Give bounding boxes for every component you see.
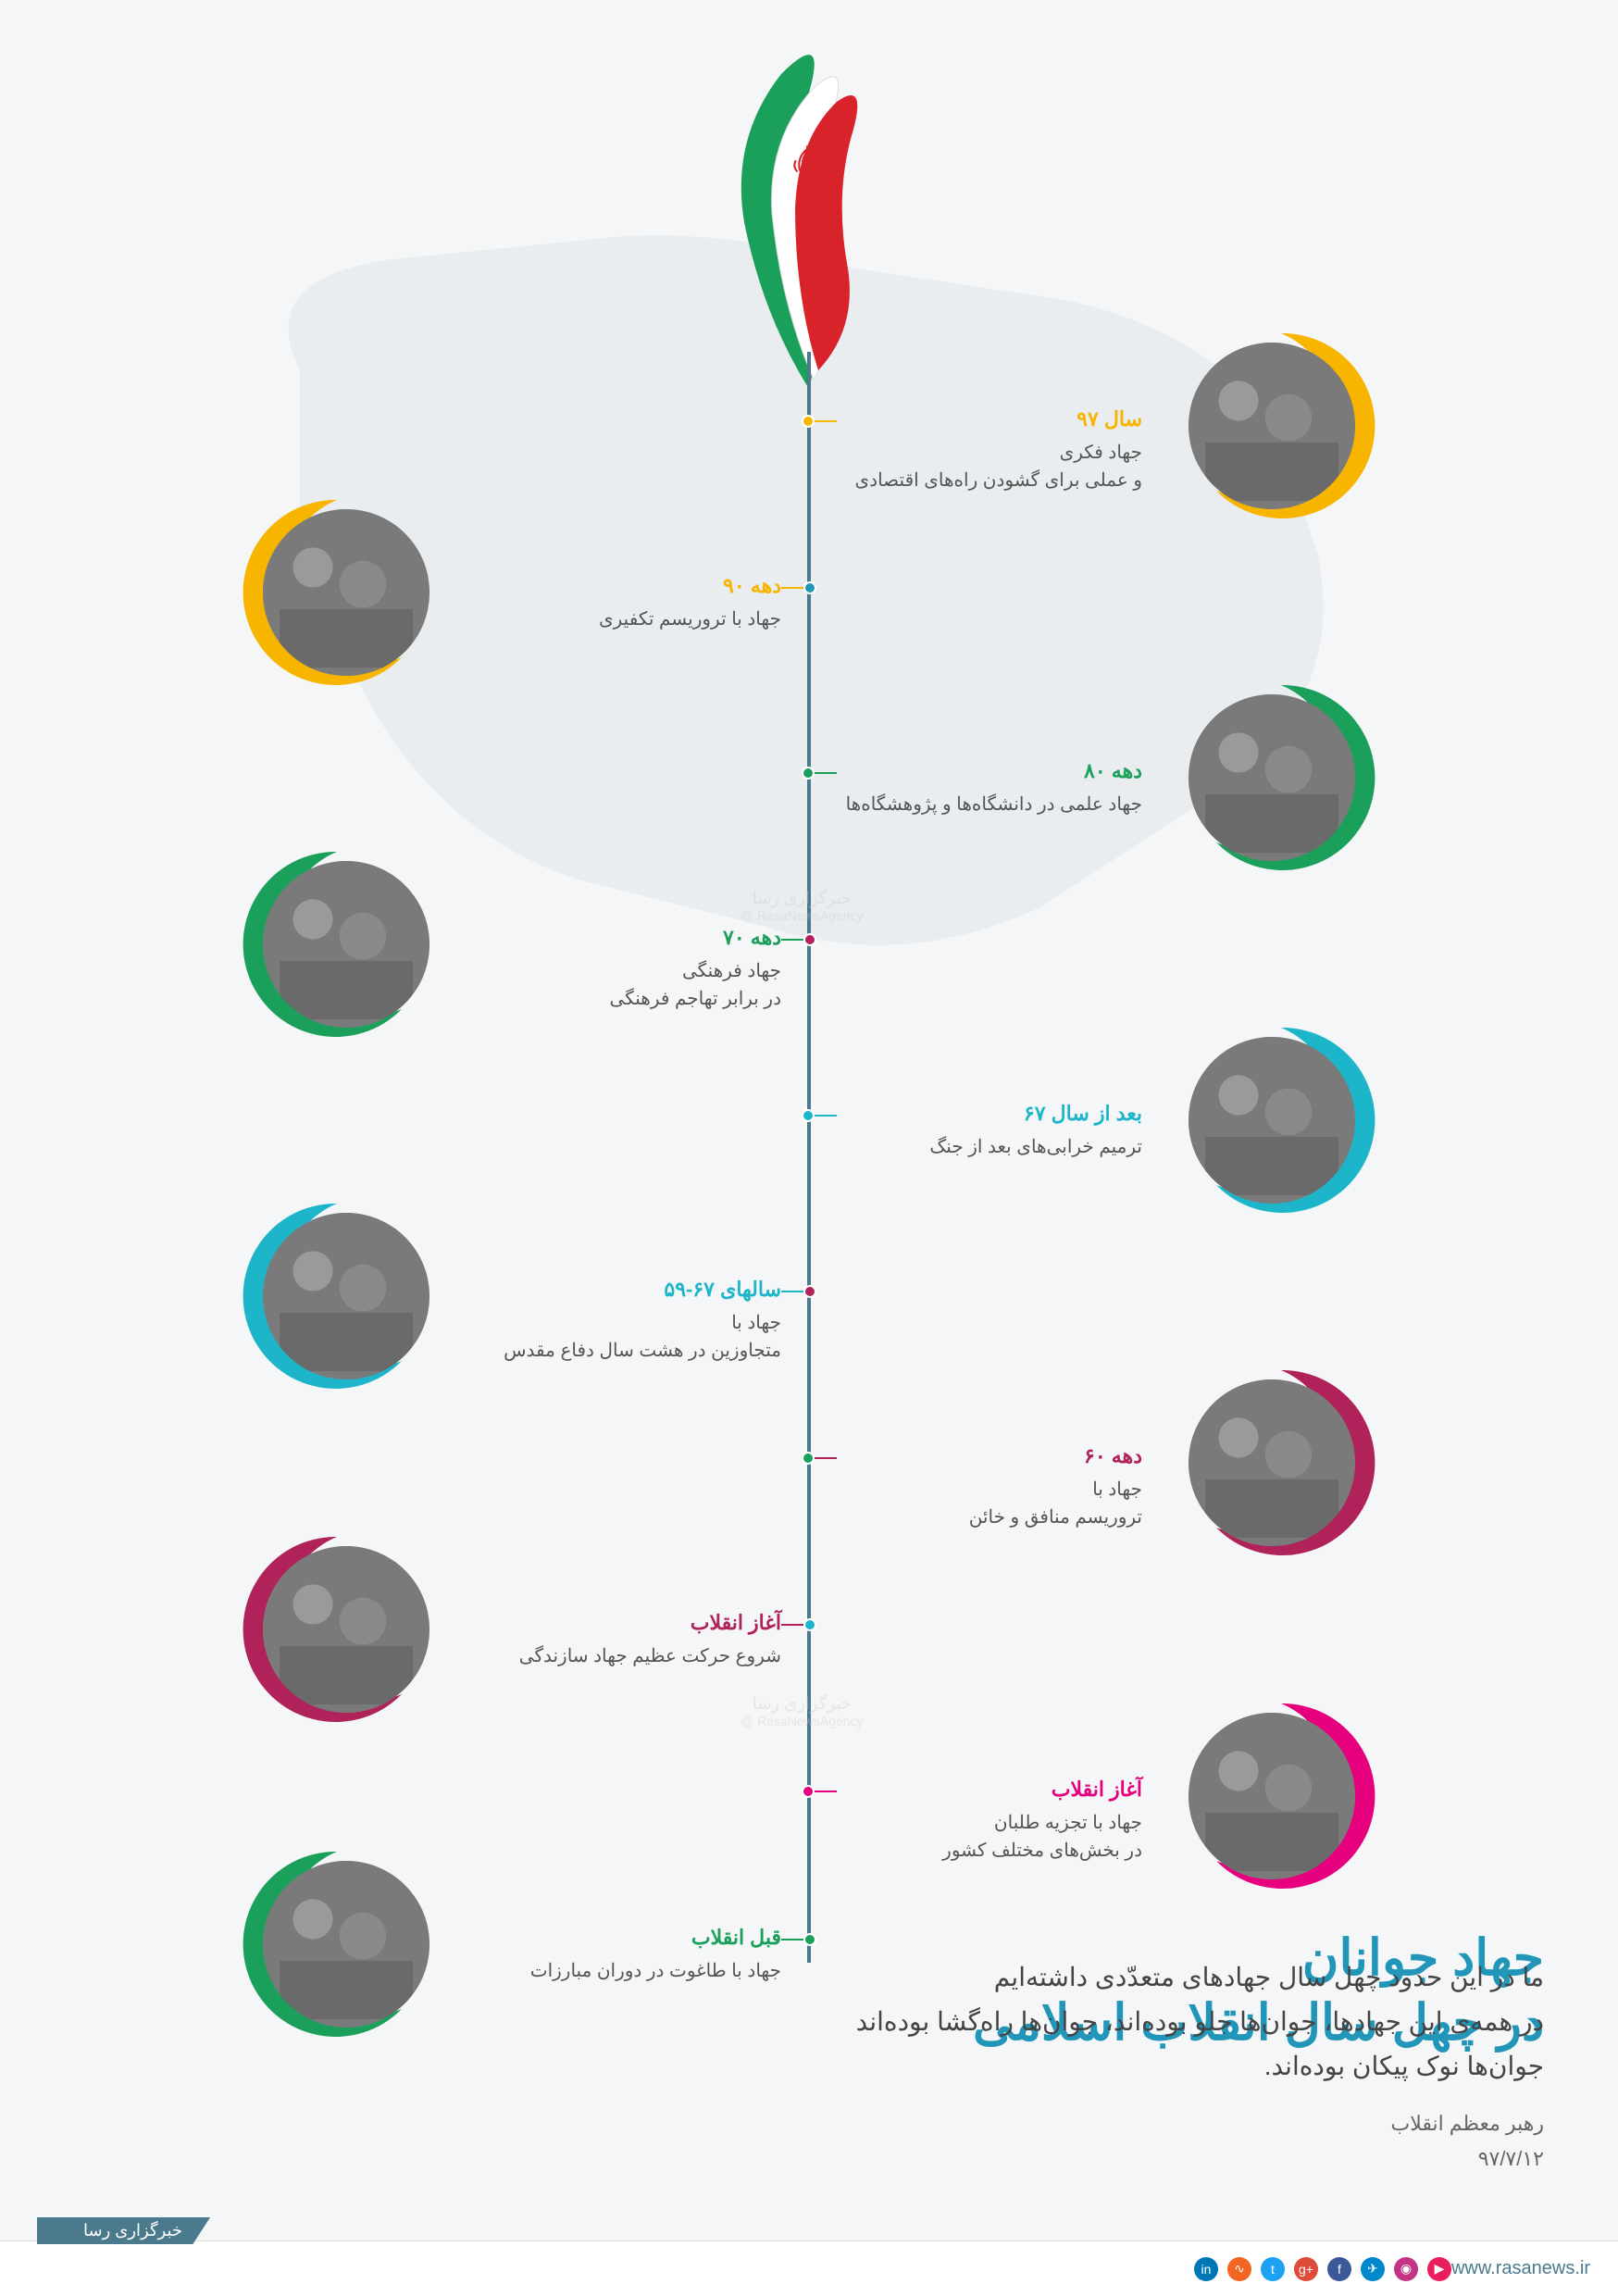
timeline-image <box>263 1546 429 1713</box>
item-title: آغاز انقلاب <box>476 1611 781 1635</box>
watermark: خبرگزاری رسا@ RasaNewsAgency <box>741 889 864 923</box>
timeline-image <box>1189 694 1355 861</box>
telegram-icon[interactable]: ✈ <box>1361 2257 1385 2281</box>
item-desc: جهاد بامتجاوزین در هشت سال دفاع مقدس <box>476 1309 781 1365</box>
watermark: خبرگزاری رسا@ RasaNewsAgency <box>741 1694 864 1728</box>
timeline-dot <box>802 767 815 780</box>
aparat-icon[interactable]: ▶ <box>1427 2257 1451 2281</box>
timeline-item-3: دهه ۷۰ جهاد فرهنگیدر برابر تهاجم فرهنگی <box>272 926 781 1013</box>
item-title: قبل انقلاب <box>476 1926 781 1950</box>
item-desc: جهاد فرهنگیدر برابر تهاجم فرهنگی <box>476 957 781 1013</box>
timeline-image <box>263 509 429 676</box>
timeline-dot <box>802 415 815 428</box>
timeline-item-0: سال ۹۷ جهاد فکریو عملی برای گشودن راه‌ها… <box>837 407 1346 494</box>
timeline-item-7: آغاز انقلاب شروع حرکت عظیم جهاد سازندگی <box>272 1611 781 1670</box>
timeline-dot <box>803 933 816 946</box>
timeline-item-8: آغاز انقلاب جهاد با تجزیه طلباندر بخش‌ها… <box>837 1778 1346 1865</box>
item-title: آغاز انقلاب <box>837 1778 1142 1802</box>
iran-flame-logo <box>679 37 939 389</box>
timeline-dot <box>803 1618 816 1631</box>
item-desc: جهاد باتروریسم منافق و خائن <box>837 1476 1142 1531</box>
footer: خبرگزاری رسا www.rasanews.ir in∿tg+f✈◉▶ <box>0 2240 1618 2296</box>
twitter-icon[interactable]: t <box>1261 2257 1285 2281</box>
quote-line3: جوان‌ها نوک پیکان بوده‌اند. <box>74 2044 1544 2089</box>
linkedin-icon[interactable]: in <box>1194 2257 1218 2281</box>
item-desc: شروع حرکت عظیم جهاد سازندگی <box>476 1642 781 1670</box>
facebook-icon[interactable]: f <box>1327 2257 1351 2281</box>
timeline-dot <box>802 1452 815 1465</box>
timeline-image <box>1189 1379 1355 1546</box>
quote-line2: در همه‌ی این جهادها، جوان‌ها جلو بوده‌ان… <box>74 2000 1544 2044</box>
item-desc: جهاد فکریو عملی برای گشودن راه‌های اقتصا… <box>837 439 1142 494</box>
timeline-image <box>263 1213 429 1379</box>
timeline-dot <box>803 581 816 594</box>
timeline-item-2: دهه ۸۰ جهاد علمی در دانشگاه‌ها و پژوهشگا… <box>837 759 1346 818</box>
item-title: سالهای ۶۷-۵۹ <box>476 1278 781 1302</box>
instagram-icon[interactable]: ◉ <box>1394 2257 1418 2281</box>
item-title: بعد از سال ۶۷ <box>837 1102 1142 1126</box>
timeline-dot <box>803 1933 816 1946</box>
quote-block: ما در این حدود چهل سال جهادهای متعدّدی د… <box>74 1955 1544 2176</box>
rss-icon[interactable]: ∿ <box>1227 2257 1251 2281</box>
quote-line1: ما در این حدود چهل سال جهادهای متعدّدی د… <box>74 1955 1544 2000</box>
timeline-dot <box>803 1285 816 1298</box>
item-desc: جهاد با تروریسم تکفیری <box>476 605 781 633</box>
item-desc: جهاد با تجزیه طلباندر بخش‌های مختلف کشور <box>837 1809 1142 1865</box>
timeline-image <box>1189 1037 1355 1204</box>
timeline-image <box>1189 1713 1355 1879</box>
item-title: دهه ۶۰ <box>837 1444 1142 1468</box>
timeline-item-1: دهه ۹۰ جهاد با تروریسم تکفیری <box>272 574 781 633</box>
item-title: سال ۹۷ <box>837 407 1142 431</box>
social-icons: in ∿ t g+ f ✈ ◉ ▶ <box>1194 2257 1451 2281</box>
timeline-item-4: بعد از سال ۶۷ ترمیم خرابی‌های بعد از جنگ <box>837 1102 1346 1161</box>
timeline-item-6: دهه ۶۰ جهاد باتروریسم منافق و خائن <box>837 1444 1346 1531</box>
item-title: دهه ۷۰ <box>476 926 781 950</box>
item-title: دهه ۹۰ <box>476 574 781 598</box>
timeline-image <box>1189 343 1355 509</box>
footer-url[interactable]: www.rasanews.ir <box>1451 2258 1590 2279</box>
signature-date: ۹۷/۷/۱۲ <box>74 2141 1544 2176</box>
timeline-dot <box>802 1785 815 1798</box>
item-desc: جهاد علمی در دانشگاه‌ها و پژوهشگاه‌ها <box>837 791 1142 818</box>
signature-name: رهبر معظم انقلاب <box>74 2106 1544 2140</box>
item-title: دهه ۸۰ <box>837 759 1142 783</box>
footer-tag: خبرگزاری رسا <box>37 2217 210 2244</box>
timeline-image <box>263 861 429 1028</box>
item-desc: ترمیم خرابی‌های بعد از جنگ <box>837 1133 1142 1161</box>
timeline-item-5: سالهای ۶۷-۵۹ جهاد بامتجاوزین در هشت سال … <box>272 1278 781 1365</box>
gplus-icon[interactable]: g+ <box>1294 2257 1318 2281</box>
timeline-dot <box>802 1109 815 1122</box>
